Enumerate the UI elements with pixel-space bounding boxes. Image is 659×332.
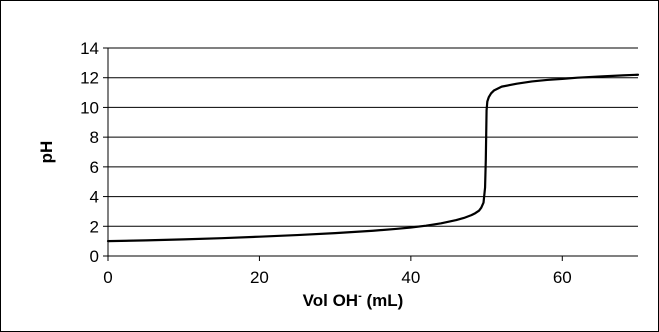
x-tick-label-40: 40	[401, 268, 420, 287]
y-tick-label-10: 10	[80, 98, 99, 117]
titration-curve	[106, 73, 640, 243]
y-tick-label-6: 6	[90, 158, 99, 177]
y-tick-label-8: 8	[90, 128, 99, 147]
y-axis-title: pH	[37, 141, 56, 164]
x-axis-title-superscript: -	[358, 290, 362, 302]
x-tick-label-0: 0	[103, 268, 112, 287]
y-tick-label-14: 14	[80, 39, 99, 58]
x-axis-title: Vol OH- (mL)	[303, 290, 404, 310]
x-axis-ticks: 0 20 40 60	[103, 256, 572, 287]
gridlines	[108, 47, 638, 227]
x-tick-label-60: 60	[553, 268, 572, 287]
y-tick-label-4: 4	[90, 188, 99, 207]
x-axis-title-main: Vol OH	[303, 291, 358, 310]
x-axis-title-unit: (mL)	[362, 291, 404, 310]
x-tick-label-20: 20	[250, 268, 269, 287]
y-axis-ticks: 0 2 4 6 8 10 12 14	[80, 39, 108, 266]
y-tick-label-12: 12	[80, 69, 99, 88]
y-tick-label-0: 0	[90, 247, 99, 266]
y-tick-label-2: 2	[90, 217, 99, 236]
